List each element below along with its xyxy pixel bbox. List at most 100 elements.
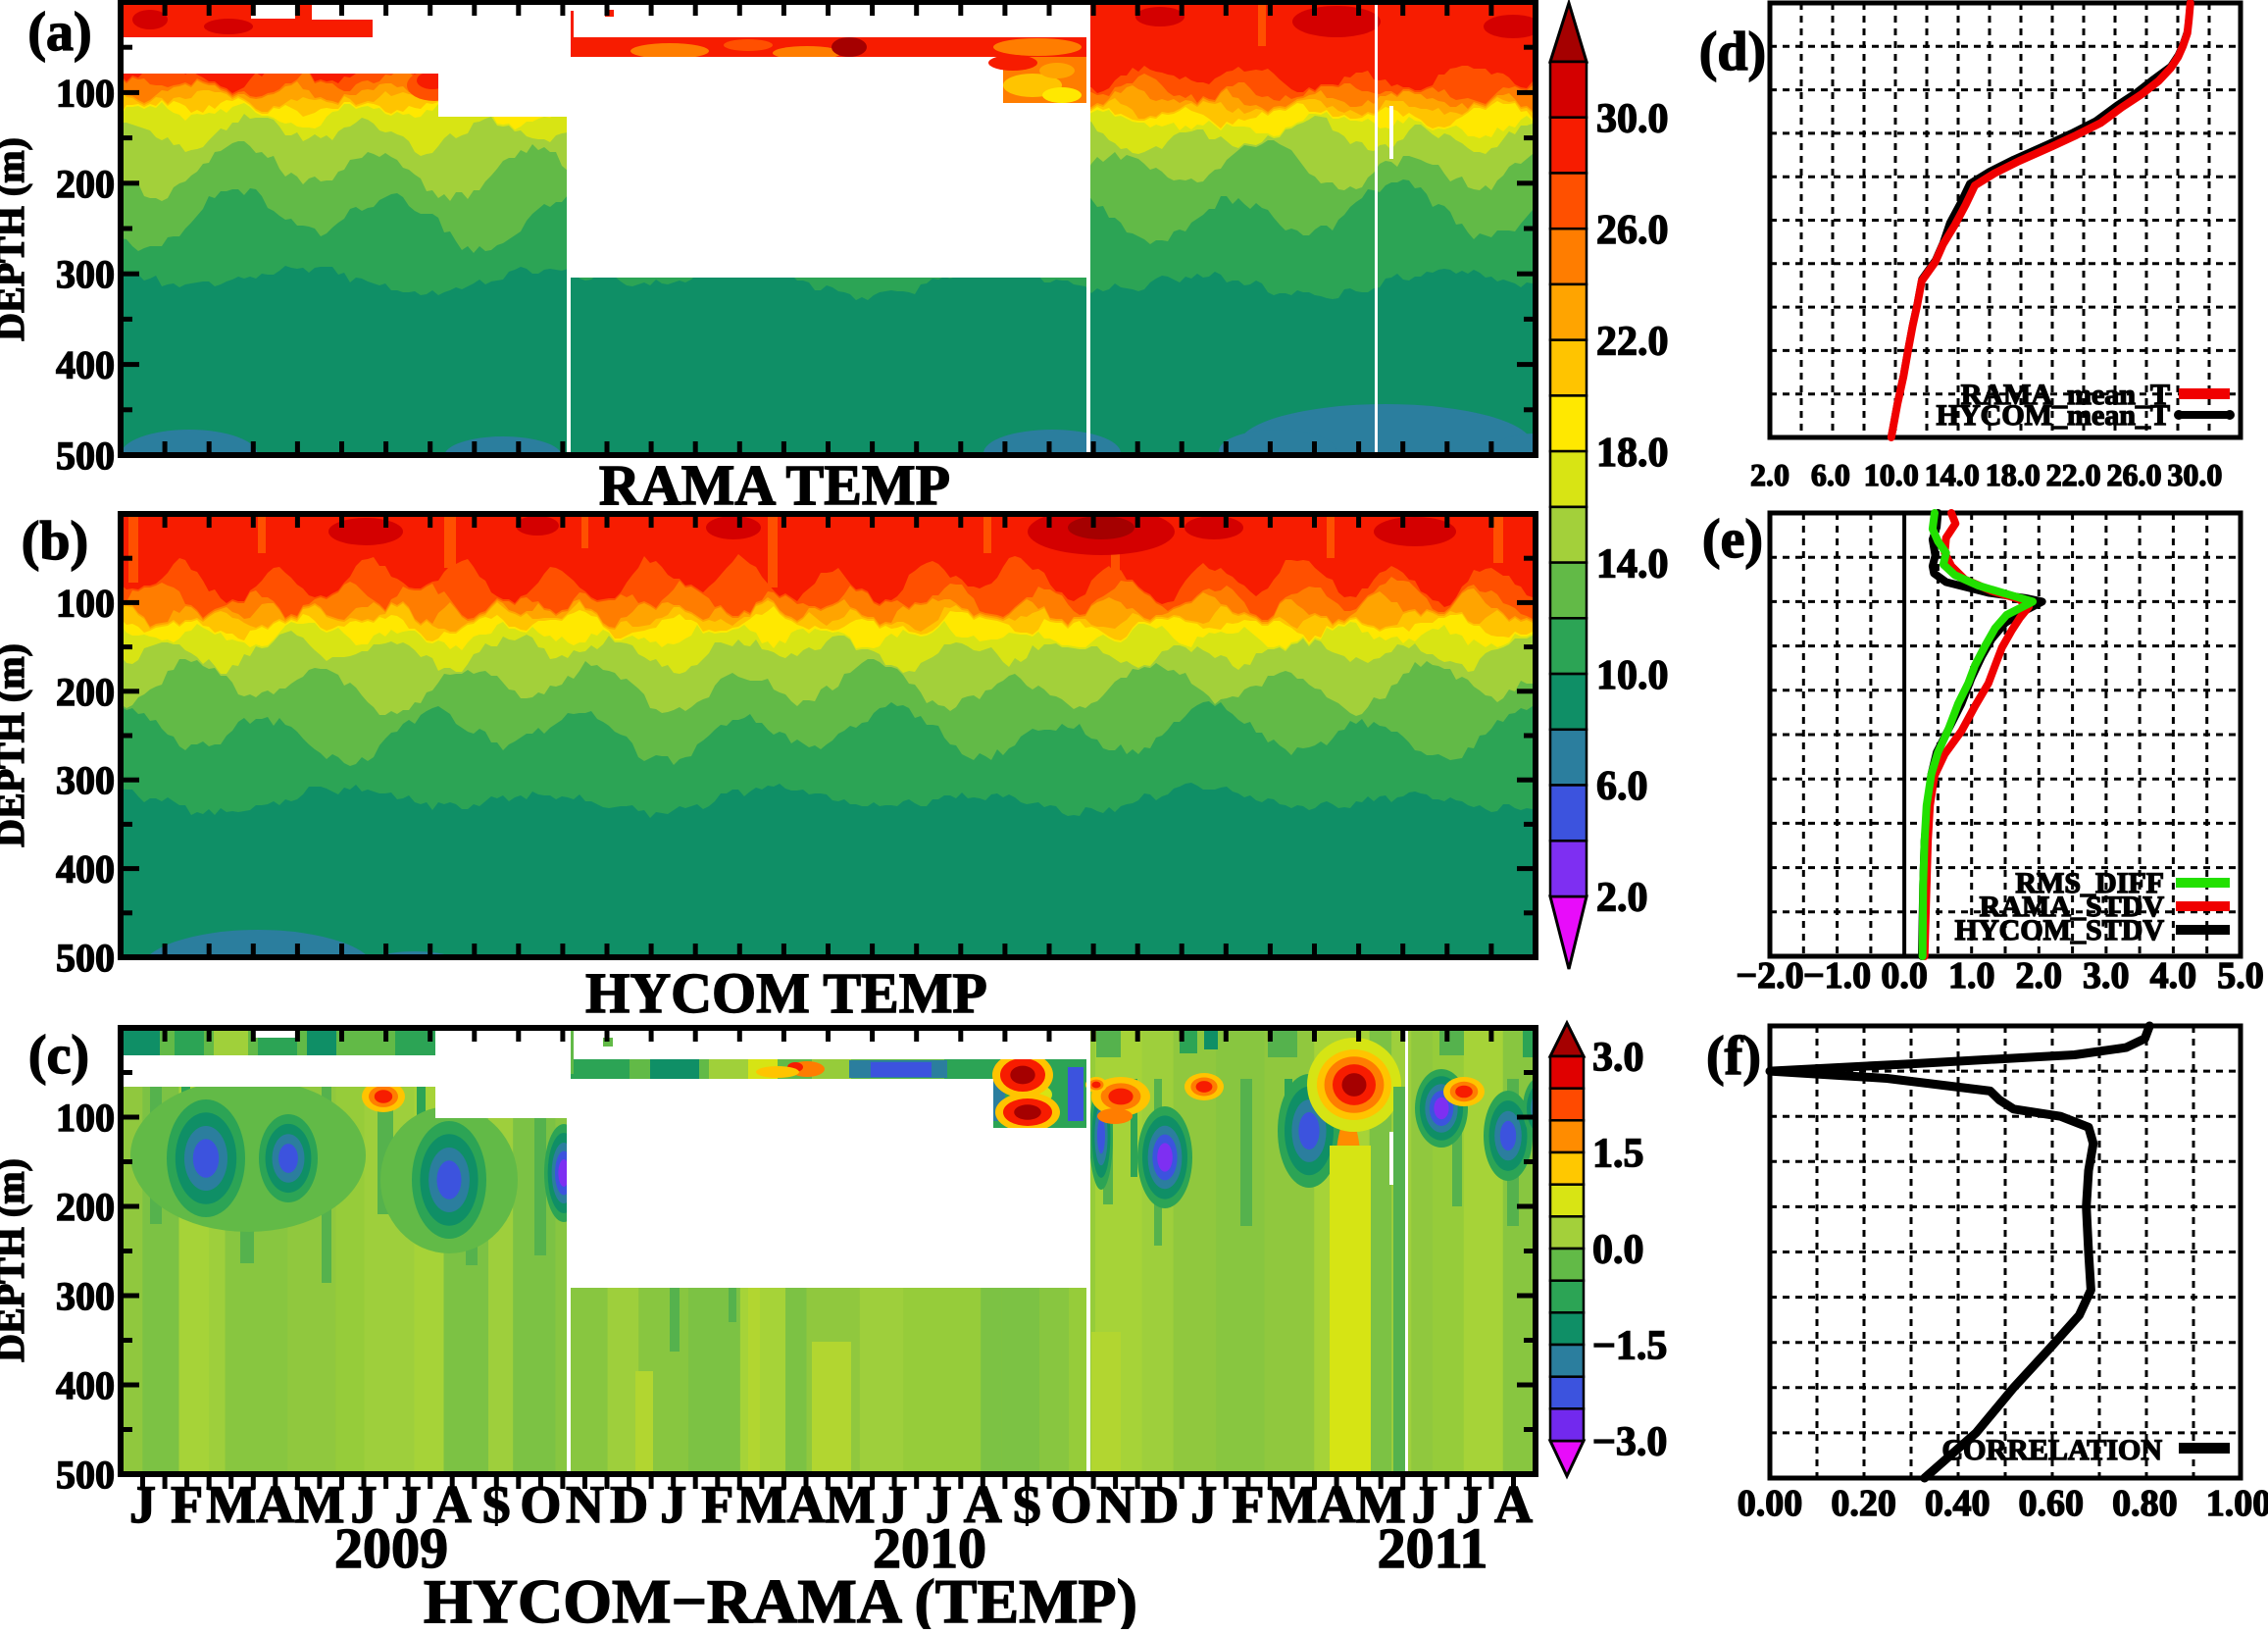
svg-text:0.0: 0.0 (1881, 955, 1928, 996)
svg-text:−1.0: −1.0 (1803, 955, 1871, 996)
svg-text:2.0: 2.0 (2016, 955, 2063, 996)
svg-text:J: J (882, 1475, 908, 1534)
svg-text:M: M (826, 1475, 876, 1534)
svg-text:400: 400 (56, 1363, 115, 1407)
svg-text:2010: 2010 (873, 1516, 986, 1580)
svg-text:CORRELATION: CORRELATION (1942, 1434, 2163, 1466)
svg-text:D: D (1140, 1475, 1179, 1534)
svg-text:DEPTH (m): DEPTH (m) (0, 643, 32, 847)
svg-text:M: M (736, 1475, 786, 1534)
svg-text:1.00: 1.00 (2206, 1483, 2268, 1524)
svg-text:500: 500 (56, 434, 115, 478)
svg-text:O: O (1050, 1475, 1091, 1534)
svg-text:14.0: 14.0 (1925, 457, 1980, 492)
svg-text:200: 200 (56, 670, 115, 714)
svg-text:100: 100 (56, 71, 115, 115)
svg-text:5.0: 5.0 (2217, 955, 2264, 996)
svg-text:200: 200 (56, 162, 115, 206)
svg-text:RAMA TEMP: RAMA TEMP (599, 453, 950, 517)
svg-text:2009: 2009 (334, 1516, 448, 1580)
svg-text:0.20: 0.20 (1831, 1483, 1896, 1524)
svg-text:500: 500 (56, 1453, 115, 1497)
svg-text:J: J (351, 1475, 378, 1534)
svg-text:1.0: 1.0 (1948, 955, 1995, 996)
svg-text:HYCOM_mean_T: HYCOM_mean_T (1937, 399, 2170, 432)
svg-text:F: F (1232, 1475, 1264, 1534)
svg-text:−3.0: −3.0 (1592, 1420, 1667, 1465)
svg-text:400: 400 (56, 343, 115, 387)
svg-text:0.40: 0.40 (1925, 1483, 1991, 1524)
svg-text:N: N (566, 1475, 604, 1534)
svg-text:300: 300 (56, 1274, 115, 1318)
svg-text:4.0: 4.0 (2150, 955, 2197, 996)
svg-text:DEPTH (m): DEPTH (m) (0, 137, 32, 341)
svg-text:3.0: 3.0 (1592, 1036, 1644, 1081)
svg-text:(a): (a) (27, 2, 91, 63)
svg-text:18.0: 18.0 (1596, 431, 1669, 476)
svg-text:(c): (c) (28, 1025, 89, 1086)
svg-text:A: A (964, 1475, 1002, 1534)
svg-text:A: A (256, 1475, 294, 1534)
svg-text:J: J (395, 1475, 422, 1534)
svg-text:10.0: 10.0 (1864, 457, 1919, 492)
svg-text:0.60: 0.60 (2019, 1483, 2085, 1524)
svg-text:HYCOM_STDV: HYCOM_STDV (1955, 914, 2165, 946)
svg-text:(b): (b) (22, 511, 88, 572)
svg-text:100: 100 (56, 581, 115, 625)
svg-text:18.0: 18.0 (1986, 457, 2041, 492)
svg-text:M: M (1268, 1475, 1318, 1534)
svg-text:HYCOM−RAMA (TEMP): HYCOM−RAMA (TEMP) (424, 1566, 1137, 1629)
svg-text:200: 200 (56, 1185, 115, 1229)
svg-text:DEPTH (m): DEPTH (m) (0, 1158, 32, 1362)
svg-text:400: 400 (56, 847, 115, 892)
svg-text:−2.0: −2.0 (1736, 955, 1803, 996)
svg-text:M: M (206, 1475, 256, 1534)
svg-text:A: A (1494, 1475, 1533, 1534)
svg-text:A: A (787, 1475, 826, 1534)
svg-text:100: 100 (56, 1096, 115, 1140)
svg-text:(d): (d) (1699, 22, 1766, 82)
svg-text:A: A (1318, 1475, 1356, 1534)
svg-text:HYCOM TEMP: HYCOM TEMP (585, 961, 987, 1025)
svg-text:N: N (1096, 1475, 1134, 1534)
svg-text:J: J (129, 1475, 156, 1534)
svg-text:S: S (481, 1475, 511, 1534)
svg-text:0.0: 0.0 (1592, 1228, 1644, 1273)
svg-text:0.00: 0.00 (1738, 1483, 1803, 1524)
svg-text:J: J (660, 1475, 686, 1534)
svg-text:S: S (1012, 1475, 1041, 1534)
svg-text:O: O (520, 1475, 561, 1534)
svg-text:−1.5: −1.5 (1592, 1324, 1667, 1369)
svg-text:M: M (1356, 1475, 1406, 1534)
svg-text:J: J (926, 1475, 952, 1534)
svg-text:10.0: 10.0 (1596, 653, 1669, 698)
svg-text:(e): (e) (1702, 509, 1763, 570)
svg-text:D: D (610, 1475, 648, 1534)
svg-text:14.0: 14.0 (1596, 541, 1669, 587)
svg-text:A: A (433, 1475, 472, 1534)
svg-text:30.0: 30.0 (2167, 457, 2222, 492)
svg-text:2.0: 2.0 (1596, 876, 1648, 921)
svg-text:2.0: 2.0 (1750, 457, 1789, 492)
svg-text:RMS_DIFF: RMS_DIFF (2015, 867, 2164, 899)
svg-text:6.0: 6.0 (1811, 457, 1850, 492)
svg-text:RAMA_mean_T: RAMA_mean_T (1961, 379, 2170, 411)
svg-text:0.80: 0.80 (2112, 1483, 2178, 1524)
svg-text:RAMA_STDV: RAMA_STDV (1980, 891, 2165, 923)
svg-text:3.0: 3.0 (2083, 955, 2130, 996)
svg-text:2011: 2011 (1378, 1516, 1488, 1580)
svg-text:22.0: 22.0 (2046, 457, 2101, 492)
svg-text:J: J (1456, 1475, 1483, 1534)
svg-text:500: 500 (56, 936, 115, 980)
svg-text:J: J (1412, 1475, 1438, 1534)
svg-text:26.0: 26.0 (2107, 457, 2162, 492)
svg-text:1.5: 1.5 (1592, 1132, 1644, 1177)
svg-text:30.0: 30.0 (1596, 96, 1669, 141)
svg-text:300: 300 (56, 252, 115, 296)
svg-text:300: 300 (56, 758, 115, 802)
svg-text:22.0: 22.0 (1596, 319, 1669, 364)
svg-text:J: J (1190, 1475, 1217, 1534)
svg-text:F: F (171, 1475, 203, 1534)
svg-text:F: F (701, 1475, 733, 1534)
svg-text:26.0: 26.0 (1596, 208, 1669, 253)
